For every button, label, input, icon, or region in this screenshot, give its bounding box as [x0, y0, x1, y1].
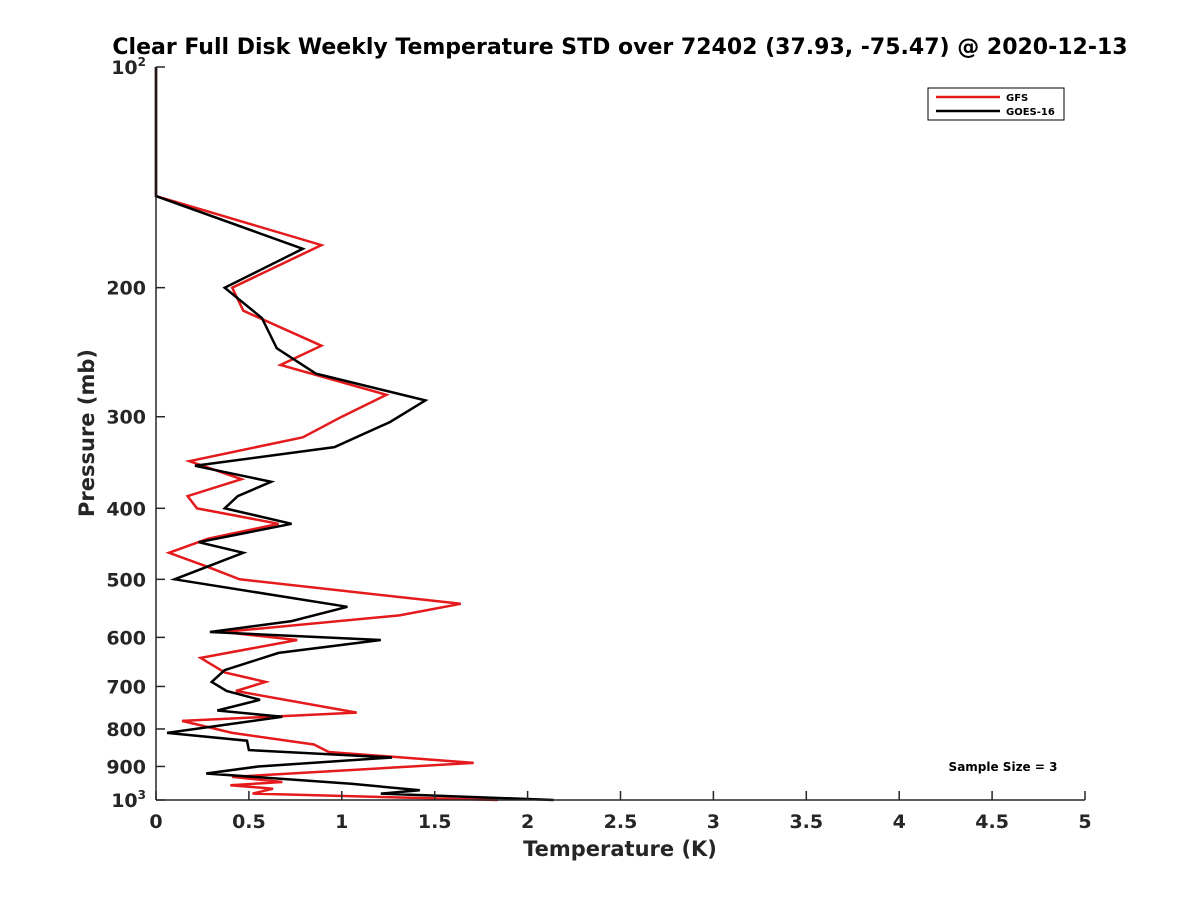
x-tick-label: 3	[707, 811, 720, 833]
x-tick-label: 5	[1078, 811, 1091, 833]
x-tick-label: 4.5	[975, 811, 1009, 833]
legend-box	[927, 87, 1065, 121]
y-tick-label: 800	[106, 719, 146, 741]
y-tick-label: 103	[111, 788, 146, 812]
series-line-goes-16	[154, 67, 554, 802]
y-tick-label: 300	[106, 407, 146, 429]
y-tick-label: 102	[111, 55, 146, 79]
series-line-gfs	[154, 67, 498, 802]
y-tick-label: 900	[106, 756, 146, 778]
x-tick-label: 1.5	[418, 811, 452, 833]
x-tick-label: 0.5	[232, 811, 266, 833]
x-tick-label: 3.5	[789, 811, 823, 833]
legend-label: GOES-16	[1006, 107, 1055, 118]
plot-area: 0 0.5 1 1.5 2 2.5 3 3.5 4 4.5 5 102 200 300 400 500 600…	[106, 55, 1091, 833]
x-tick-label: 1	[335, 811, 348, 833]
x-tick-label: 4	[893, 811, 906, 833]
x-tick-label: 2	[521, 811, 534, 833]
x-tick-label: 2.5	[604, 811, 638, 833]
chart-title: Clear Full Disk Weekly Temperature STD o…	[112, 35, 1127, 60]
legend-label: GFS	[1006, 93, 1028, 104]
y-axis-label: Pressure (mb)	[75, 349, 99, 517]
legend: GFS GOES-16	[927, 87, 1065, 121]
x-tick-label: 0	[149, 811, 162, 833]
series-layer	[154, 67, 554, 802]
y-tick-label: 400	[106, 498, 146, 520]
y-axis-ticks: 102 200 300 400 500 600 700 800 900 103	[106, 55, 165, 812]
y-tick-label: 700	[106, 676, 146, 698]
y-tick-label: 200	[106, 278, 146, 300]
y-tick-label: 600	[106, 627, 146, 649]
sample-size-annotation: Sample Size = 3	[949, 760, 1058, 774]
y-tick-label: 500	[106, 569, 146, 591]
x-axis-ticks: 0 0.5 1 1.5 2 2.5 3 3.5 4 4.5 5	[149, 791, 1092, 833]
legend-entries: GFS GOES-16	[936, 93, 1055, 118]
x-axis-label: Temperature (K)	[523, 837, 717, 861]
